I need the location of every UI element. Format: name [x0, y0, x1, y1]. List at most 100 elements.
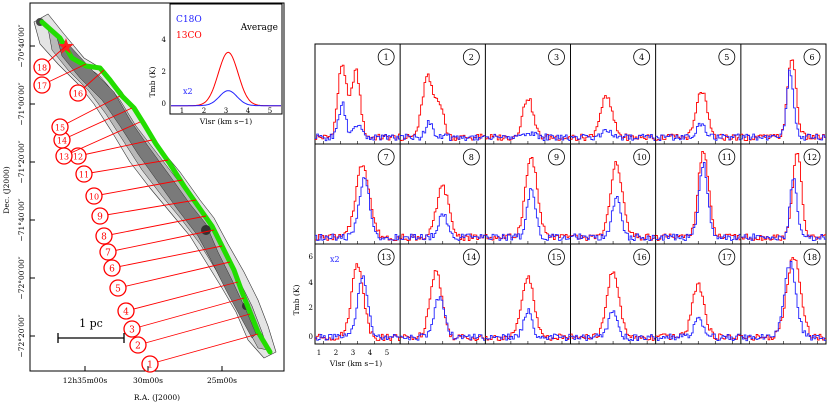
y-tick-label: 0	[309, 333, 313, 341]
spectrum-panel: 10	[570, 143, 657, 245]
marker-circle	[51, 118, 69, 136]
scale-bar-label: 1 pc	[79, 317, 103, 330]
spectrum-c18o	[315, 275, 401, 341]
dec-tick-label: −72°20′00″	[17, 314, 26, 357]
leader-line	[77, 139, 153, 157]
panel-number: 6	[809, 53, 814, 62]
marker-circle	[75, 165, 93, 183]
marker-label: 13	[59, 153, 69, 162]
spectrum-panel: 16	[570, 243, 657, 345]
panel-number: 2	[469, 53, 474, 62]
marker-circle	[95, 227, 113, 245]
spectrum-c18o	[655, 316, 741, 342]
panel-number: 1	[384, 53, 389, 62]
leader-line	[83, 159, 169, 175]
dec-tick-label: −71°20′00″	[17, 140, 26, 183]
dec-axis-label: Dec. (J2000)	[2, 166, 11, 213]
spectrum-c18o	[485, 308, 571, 341]
marker-label: 1	[147, 361, 153, 371]
marker-circle	[129, 336, 147, 354]
panel-number: 16	[637, 253, 647, 262]
map-panel: 1 2 3 4 5 6 7 8 9 10 11 12 13 14 15 16 1…	[2, 2, 285, 402]
grid-x-ticks: 1 2 3 4 5	[317, 349, 389, 357]
x-tick-label: 3	[351, 349, 355, 357]
x-tick-label: 1	[317, 349, 321, 357]
ra-axis-label: R.A. (J2000)	[134, 393, 180, 402]
spectrum-c18o	[400, 296, 486, 341]
spectrum-13co	[740, 257, 826, 341]
y-tick-label: 6	[309, 253, 314, 261]
grid-y-ticks: 0 2 4 6	[309, 253, 314, 341]
dec-ticks: −70°40′00″ −71°00′00″ −71°20′00″ −71°40′…	[17, 24, 35, 358]
panel-number: 7	[384, 153, 389, 162]
inset-frame	[169, 3, 283, 115]
x-tick-label: 5	[385, 349, 389, 357]
panel-number-circle	[718, 248, 736, 266]
marker-circle	[123, 320, 141, 338]
panel-number: 11	[722, 153, 732, 162]
grid-ylabel: Tmb (K)	[292, 285, 301, 316]
position-marker: 17	[33, 63, 87, 94]
y-tick-label: 0	[162, 100, 166, 108]
panel-number: 10	[637, 153, 647, 162]
marker-label: 2	[135, 342, 141, 352]
leader-line	[103, 215, 207, 237]
position-marker: 5	[109, 261, 231, 297]
spectrum-13co	[570, 271, 656, 341]
spectrum-c18o	[570, 196, 656, 242]
x-tick-label: 2	[202, 107, 206, 115]
panel-number-circle	[803, 148, 821, 166]
panel-number: 4	[639, 53, 644, 62]
panel-number-circle	[548, 248, 565, 266]
panel-number-circle	[377, 248, 395, 266]
panel-number-circle	[462, 148, 480, 166]
position-marker: 13	[55, 121, 141, 165]
marker-circle	[69, 84, 87, 102]
spectrum-13co	[570, 95, 656, 142]
spectrum-panel: 15	[484, 243, 571, 345]
x-tick-label: 3	[224, 107, 228, 115]
spectrum-c18o	[315, 101, 401, 142]
spectrum-13co	[400, 73, 486, 141]
panel-number: 17	[722, 253, 732, 262]
marker-circle	[103, 259, 121, 277]
marker-circle	[99, 243, 117, 261]
leader-line	[61, 107, 133, 141]
spectrum-c18o	[315, 177, 401, 241]
marker-circle	[141, 355, 159, 373]
panel-number-circle	[462, 48, 480, 66]
marker-label: 15	[55, 124, 65, 133]
spectrum-c18o	[485, 188, 571, 241]
position-markers: 1 2 3 4 5 6 7 8 9 10 11 12 13 14 15 16 1…	[33, 45, 259, 373]
position-marker: 11	[75, 159, 169, 183]
inset-legend-13co: 13CO	[176, 31, 202, 41]
panel-number: 14	[466, 253, 476, 262]
marker-label: 6	[109, 265, 115, 275]
spectrum-c18o	[740, 178, 826, 241]
marker-label: 17	[37, 82, 47, 91]
spectrum-panel: 8	[399, 143, 486, 245]
position-marker: 6	[103, 245, 223, 277]
marker-circle	[109, 279, 127, 297]
panel-number: 15	[551, 253, 561, 262]
panel-number: 12	[807, 153, 817, 162]
filament-core	[55, 33, 257, 339]
leader-line	[93, 179, 183, 197]
spectrum-c18o	[655, 122, 741, 141]
inset-scale-note: x2	[183, 87, 193, 96]
x-tick-label: 5	[268, 107, 272, 115]
spectrum-c18o	[400, 119, 486, 141]
panel-number-circle	[633, 148, 651, 166]
spectrum-c18o	[740, 69, 826, 141]
marker-label: 9	[97, 213, 103, 223]
y-tick-label: 2	[309, 304, 313, 312]
panel-number: 9	[554, 153, 559, 162]
inset-legend-c18o: C18O	[176, 15, 202, 25]
inset-x-ticks: 1 2 3 4 5	[180, 107, 272, 115]
average-c18o-spectrum	[171, 90, 281, 107]
position-marker: 10	[85, 179, 183, 205]
y-tick-label: 4	[309, 279, 314, 287]
position-marker: 4	[117, 281, 239, 320]
spectrum-13co	[485, 98, 571, 141]
